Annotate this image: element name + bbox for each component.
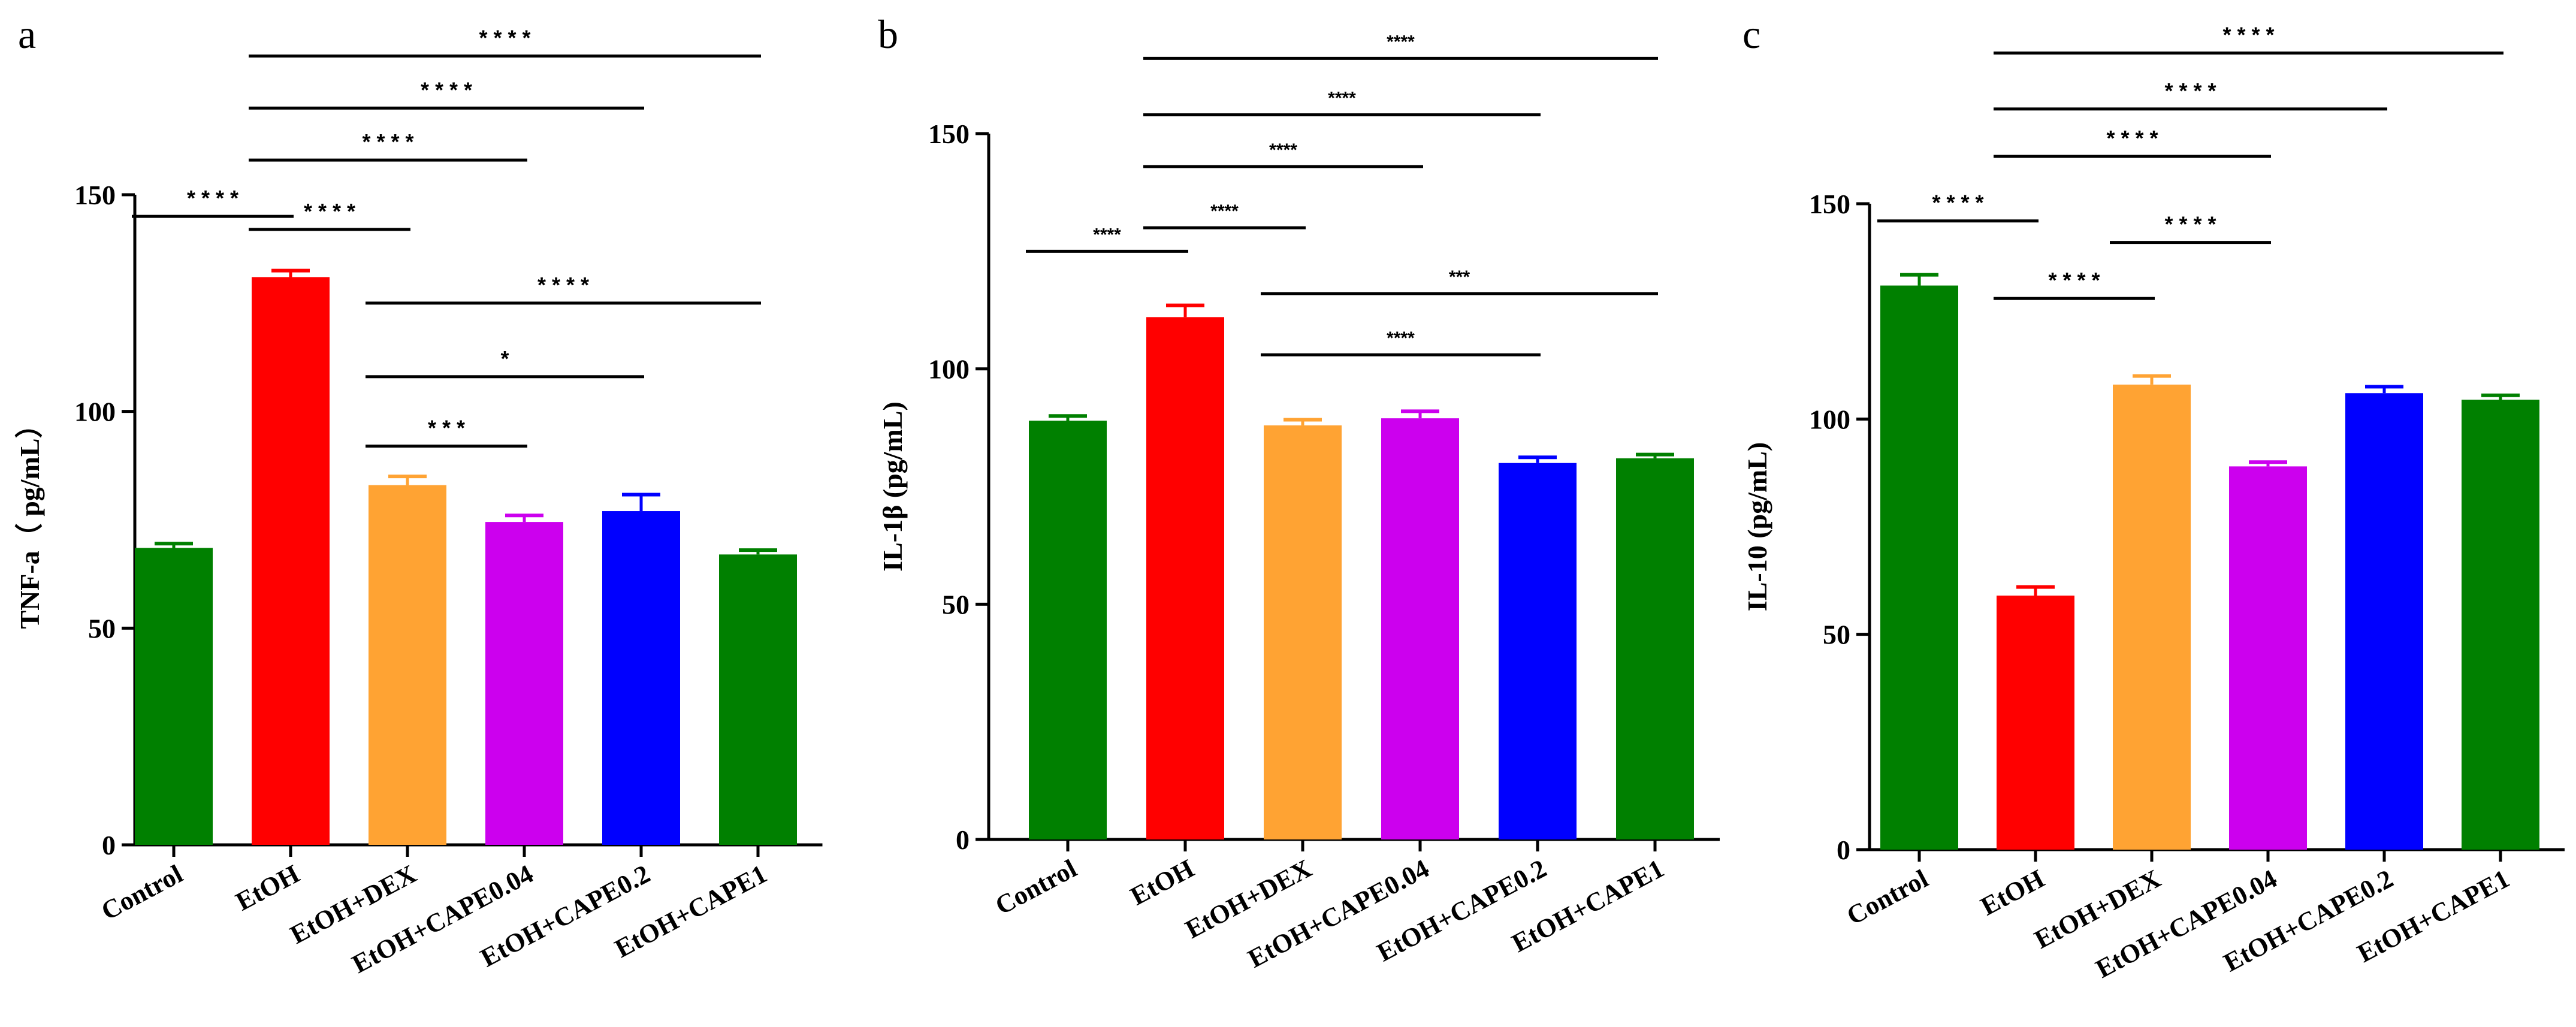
panel-a-y-axis-title: TNF-a（ pg/mL） xyxy=(14,410,45,629)
panel-b-letter: b xyxy=(878,11,898,57)
panel-c-bar-control xyxy=(1880,285,1958,850)
panel-b-significance-label: **** xyxy=(1269,140,1297,160)
panel-a-category-label: EtOH xyxy=(231,859,304,917)
panel-b-bar-etoh xyxy=(1146,317,1224,839)
panel-a-y-tick-label: 0 xyxy=(102,830,116,860)
panel-a-significance-label: * xyxy=(500,346,509,371)
panel-c-bar-etoh xyxy=(1997,595,2074,850)
panel-b-significance-label: **** xyxy=(1093,225,1121,244)
panel-c-y-tick-label: 50 xyxy=(1823,620,1850,650)
panel-a-bar-etoh xyxy=(252,277,330,845)
panel-a-y-tick-label: 150 xyxy=(74,180,116,210)
panel-b-y-axis-title: IL-1β (pg/mL) xyxy=(877,401,908,572)
panel-c-bar-etoh-cape1 xyxy=(2462,399,2539,850)
panel-c-significance-label: * * * * xyxy=(2048,268,2100,292)
panel-b-significance-label: *** xyxy=(1449,267,1470,287)
panel-a-significance-label: * * * xyxy=(428,416,465,440)
panel-c-bar-etoh-cape0-04 xyxy=(2229,466,2307,850)
panel-a-significance-label: * * * * xyxy=(537,273,589,297)
panel-c-significance-label: * * * * xyxy=(2164,212,2216,237)
panel-b-bar-etoh-dex xyxy=(1264,425,1342,839)
panel-b-bar-etoh-cape0-04 xyxy=(1381,418,1459,839)
panel-b-bar-etoh-cape0-2 xyxy=(1499,463,1577,839)
panel-b-y-tick-label: 50 xyxy=(942,589,970,620)
panel-c-bar-etoh-dex xyxy=(2113,384,2191,850)
panel-a-significance-label: * * * * xyxy=(187,186,238,210)
panel-b-y-tick-label: 100 xyxy=(928,354,970,385)
panel-c-y-tick-label: 150 xyxy=(1809,189,1850,219)
panel-a-bar-etoh-cape1 xyxy=(719,554,797,845)
panel-a-significance-label: * * * * xyxy=(421,77,472,102)
panel-c-bar-etoh-cape0-2 xyxy=(2345,393,2423,850)
panel-b-category-label: Control xyxy=(990,854,1082,921)
panel-b-bar-control xyxy=(1029,421,1107,839)
panel-a-category-label: Control xyxy=(96,859,188,926)
panel-a-bar-etoh-cape0-04 xyxy=(485,522,563,845)
panel-b-bar-etoh-cape1 xyxy=(1616,458,1694,839)
panel-a-significance-label: * * * * xyxy=(304,199,355,223)
panel-a-bar-control xyxy=(135,548,213,845)
panel-c-significance-label: * * * * xyxy=(2222,22,2274,47)
panel-c-significance-label: * * * * xyxy=(1932,191,1983,215)
panel-c-significance-label: * * * * xyxy=(2164,78,2216,103)
panel-a-letter: a xyxy=(18,11,36,57)
panel-c-significance-label: * * * * xyxy=(2106,126,2158,150)
panel-c-letter: c xyxy=(1743,11,1760,57)
panel-a-significance-label: * * * * xyxy=(362,129,413,154)
panel-c-category-label: Control xyxy=(1842,864,1933,931)
panel-b-category-label: EtOH xyxy=(1125,854,1198,911)
panel-c-y-tick-label: 100 xyxy=(1809,404,1850,434)
panel-b-significance-label: **** xyxy=(1210,201,1239,221)
panel-c-y-tick-label: 0 xyxy=(1837,835,1850,865)
panel-b-y-tick-label: 150 xyxy=(928,119,970,149)
panel-c-category-label: EtOH xyxy=(1976,864,2049,922)
panel-b-significance-label: **** xyxy=(1328,89,1356,108)
panel-a-y-tick-label: 100 xyxy=(74,397,116,427)
panel-b-y-tick-label: 0 xyxy=(956,824,970,855)
panel-a-bar-etoh-cape0-2 xyxy=(602,511,680,845)
panel-b-significance-label: **** xyxy=(1387,328,1415,348)
panel-a-significance-label: * * * * xyxy=(479,26,530,50)
panel-b-significance-label: **** xyxy=(1387,32,1415,52)
panel-a-bar-etoh-dex xyxy=(369,485,446,845)
panel-c-y-axis-title: IL-10 (pg/mL) xyxy=(1742,442,1772,611)
panel-a-y-tick-label: 50 xyxy=(88,613,116,644)
